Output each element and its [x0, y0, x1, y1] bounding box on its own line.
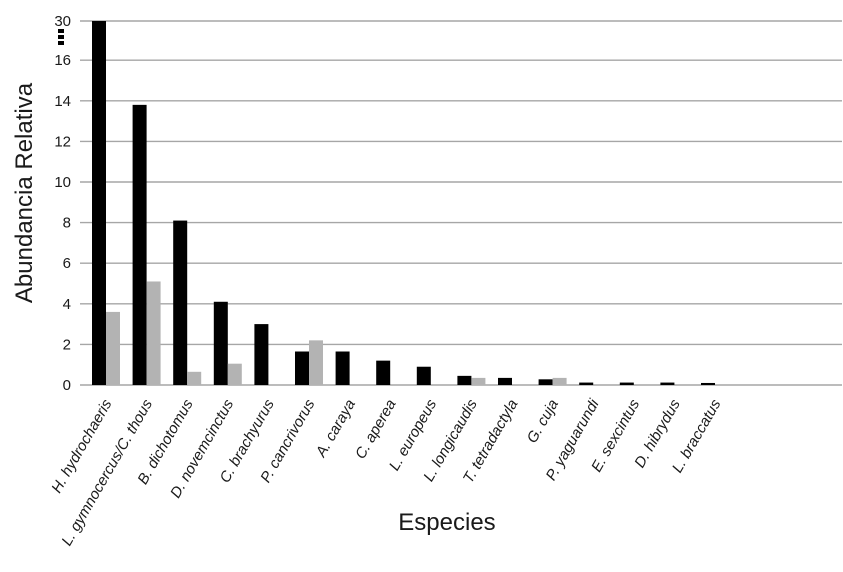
bar — [254, 324, 268, 385]
y-tick-label: 14 — [54, 93, 71, 110]
bar — [173, 221, 187, 385]
y-tick-label: 6 — [63, 255, 71, 272]
bar — [457, 376, 471, 385]
bar — [214, 302, 228, 385]
axis-break-marker — [58, 29, 64, 45]
bar — [471, 378, 485, 385]
y-tick-label: 8 — [63, 215, 71, 232]
bar — [620, 383, 634, 385]
x-axis-title: Especies — [398, 509, 495, 536]
category-label: G. cuja — [524, 397, 562, 447]
axis-break-dot — [58, 29, 64, 33]
bar — [660, 383, 674, 385]
y-tick-label: 12 — [54, 133, 71, 150]
bar — [336, 352, 350, 385]
axis-break-dot — [58, 41, 64, 45]
bar — [133, 105, 147, 385]
y-tick-label: 0 — [63, 377, 71, 394]
bar — [701, 383, 715, 385]
y-tick-labels: 0 2 4 6 8 10 12 14 16 30 — [54, 13, 71, 394]
bars — [92, 21, 715, 385]
gridlines — [80, 21, 842, 385]
bar — [295, 352, 309, 385]
y-tick-label: 2 — [63, 336, 71, 353]
bar — [228, 364, 242, 385]
y-tick-label: 4 — [63, 296, 71, 313]
bar — [147, 281, 161, 385]
bar — [498, 378, 512, 385]
y-tick-label: 10 — [54, 174, 71, 191]
bar — [539, 379, 553, 385]
bar — [417, 367, 431, 385]
bar — [92, 21, 106, 385]
y-axis-title: Abundancia Relativa — [11, 82, 38, 303]
y-tick-label: 16 — [54, 52, 71, 69]
bar — [309, 340, 323, 385]
bar — [579, 383, 593, 385]
y-tick-label: 30 — [54, 13, 71, 30]
bar — [106, 312, 120, 385]
category-label: A. caraya — [312, 397, 359, 461]
axis-break-dot — [58, 35, 64, 39]
bar — [376, 361, 390, 385]
bar — [553, 378, 567, 385]
bar — [187, 372, 201, 385]
